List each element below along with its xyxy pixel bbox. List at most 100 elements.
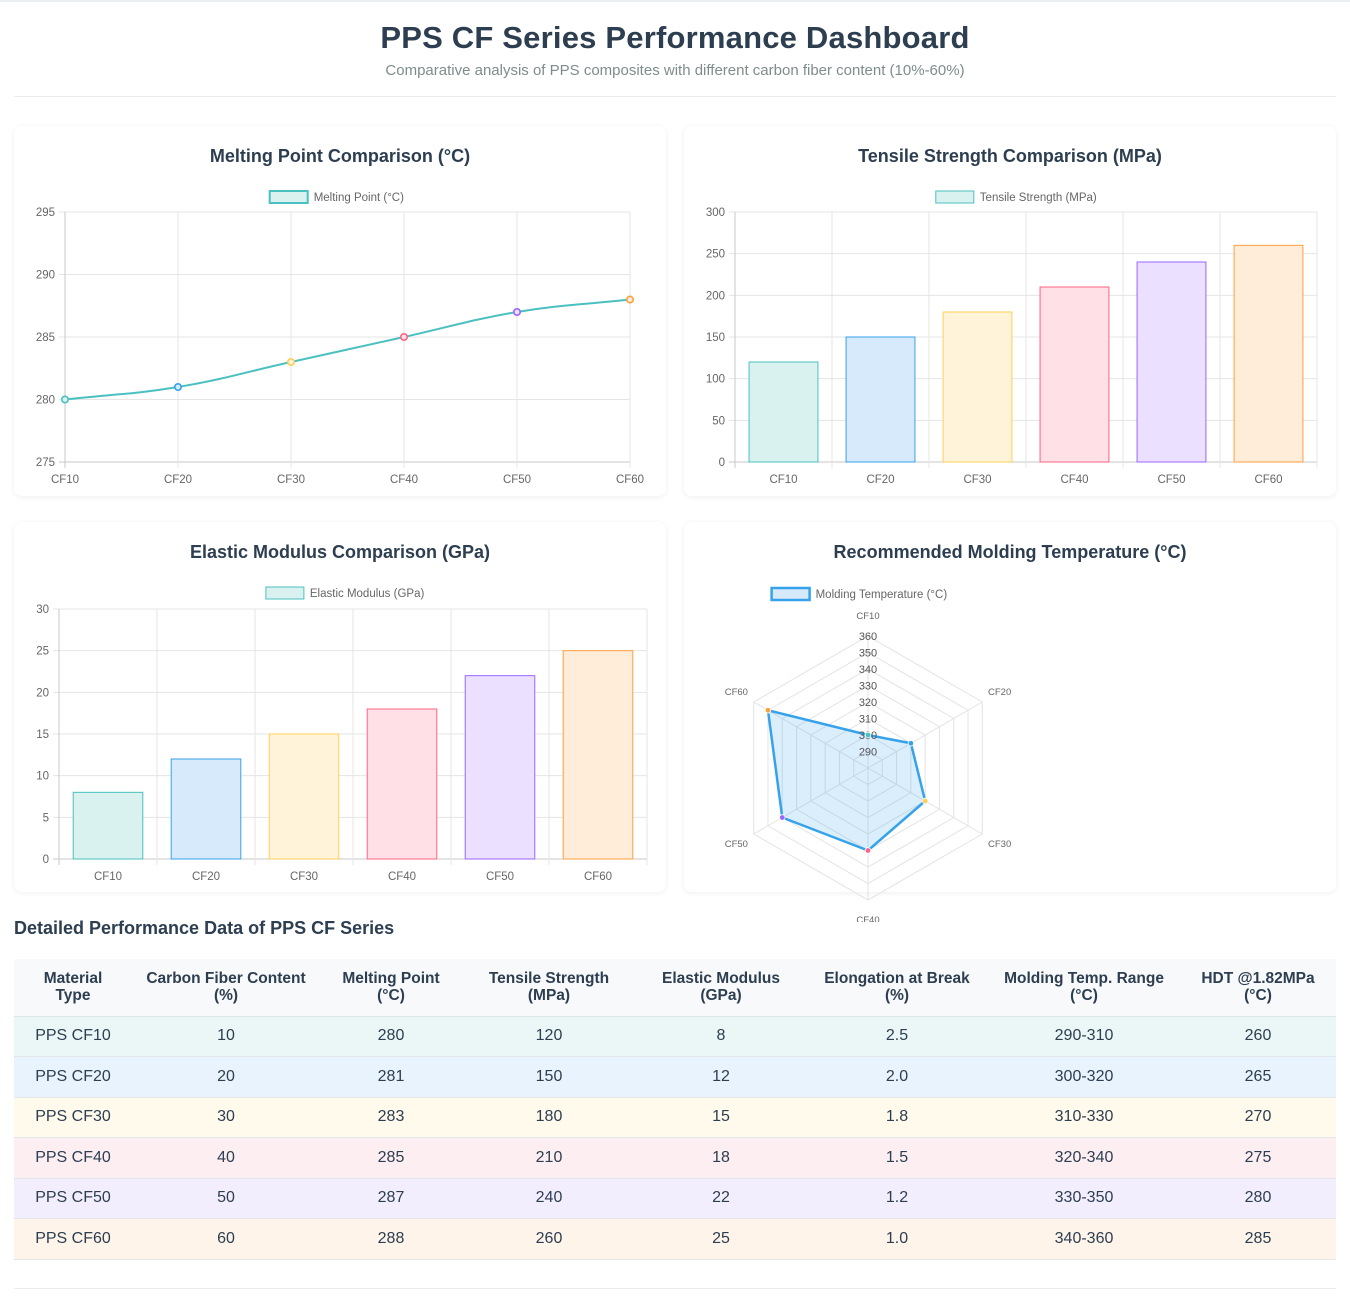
column-header-line: Molding Temp. Range	[1004, 970, 1164, 988]
x-tick-label: CF50	[503, 474, 531, 486]
table-cell: 320-340	[988, 1137, 1180, 1179]
melting-point-line	[64, 298, 631, 401]
table-row: PPS CF50 50 287 240 22 1.2 330-350 280	[14, 1178, 1336, 1219]
table-cell: 20	[132, 1056, 320, 1098]
y-tick-label: 275	[36, 457, 55, 469]
table-cell: 2.0	[806, 1056, 988, 1098]
table-cell: 10	[132, 1016, 320, 1057]
chart-title: Recommended Molding Temperature (°C)	[833, 542, 1187, 562]
radar-axis-label: CF60	[725, 687, 748, 698]
column-header: Tensile Strength (MPa)	[462, 959, 636, 1017]
table-cell: PPS CF20	[14, 1056, 132, 1098]
column-header-line: HDT @1.82MPa	[1201, 970, 1315, 988]
table-cell: 285	[1180, 1218, 1336, 1260]
column-header-line: Elongation at Break	[824, 970, 970, 988]
table-row: PPS CF10 10 280 120 8 2.5 290-310 260	[14, 1016, 1336, 1057]
y-tick-label: 150	[706, 332, 725, 344]
table-cell: PPS CF30	[14, 1097, 132, 1138]
bar-cf30	[942, 311, 1013, 463]
y-tick-label: 250	[706, 249, 725, 261]
column-header-line: (MPa)	[527, 987, 571, 1005]
radar-axis-label: CF10	[856, 611, 879, 622]
y-tick-label: 25	[36, 646, 49, 658]
point-cf30	[286, 358, 295, 367]
table-cell: 265	[1180, 1056, 1336, 1098]
column-header-line: Tensile Strength	[488, 970, 610, 988]
table-cell: PPS CF60	[14, 1218, 132, 1260]
x-tick-label: CF20	[192, 871, 220, 883]
column-header-line: (°C)	[377, 987, 405, 1005]
column-header-line: Carbon Fiber Content	[146, 970, 306, 988]
radar-axis-label: CF30	[988, 839, 1011, 850]
table-cell: 275	[1180, 1137, 1336, 1179]
table-cell: 290-310	[988, 1016, 1180, 1057]
column-header-line: Melting Point	[342, 970, 440, 988]
radar-tick-label: 320	[859, 697, 877, 709]
column-header-line: Elastic Modulus	[662, 970, 780, 988]
radar-tick-label: 290	[859, 747, 877, 759]
chart-title: Elastic Modulus Comparison (GPa)	[189, 542, 491, 562]
table-cell: PPS CF10	[14, 1016, 132, 1057]
table-cell: 340-360	[988, 1218, 1180, 1260]
x-tick-label: CF10	[94, 871, 122, 883]
y-tick-label: 280	[36, 395, 55, 407]
x-tick-label: CF20	[164, 474, 192, 486]
bar-cf40	[1039, 286, 1110, 463]
tensile-strength-card: Tensile Strength Comparison (MPa) Tensil…	[684, 126, 1336, 496]
table-cell: 1.0	[806, 1218, 988, 1260]
table-row: PPS CF30 30 283 180 15 1.8 310-330 270	[14, 1097, 1336, 1138]
table-cell: 1.5	[806, 1137, 988, 1179]
x-tick-label: CF40	[390, 474, 418, 486]
y-tick-label: 285	[36, 332, 55, 344]
x-tick-label: CF30	[290, 871, 318, 883]
table-cell: 1.2	[806, 1178, 988, 1219]
table-cell: 2.5	[806, 1016, 988, 1057]
legend-swatch	[935, 190, 975, 204]
elastic-modulus-chart: Elastic Modulus (GPa) 0 5 10 15 20 25 30 CF10 CF2…	[36, 586, 648, 883]
y-tick-label: 15	[36, 729, 49, 741]
radar-spoke	[753, 767, 869, 835]
table-cell: 15	[636, 1097, 806, 1138]
column-header: Carbon Fiber Content (%)	[132, 959, 320, 1017]
table-row: PPS CF20 20 281 150 12 2.0 300-320 265	[14, 1056, 1336, 1098]
x-tick-label: CF40	[1060, 474, 1088, 486]
performance-table: Material Type Carbon Fiber Content (%) Melti…	[14, 959, 1336, 1260]
radar-point-cf40	[864, 847, 872, 854]
table-cell: 22	[636, 1178, 806, 1219]
bar-cf60	[1233, 244, 1304, 463]
table-cell: 260	[462, 1218, 636, 1260]
radar-tick-label: 340	[859, 664, 877, 676]
chart-title: Tensile Strength Comparison (MPa)	[858, 146, 1162, 166]
y-tick-label: 100	[706, 374, 725, 386]
x-tick-label: CF60	[1254, 474, 1282, 486]
column-header-line: (GPa)	[700, 987, 742, 1005]
radar-point-cf30	[921, 797, 929, 805]
bar-cf60	[562, 650, 634, 860]
elastic-modulus-card: Elastic Modulus Comparison (GPa) Elastic…	[14, 522, 666, 892]
radar-tick-label: 360	[859, 631, 877, 643]
table-header-row: Material Type Carbon Fiber Content (%) Melti…	[14, 959, 1336, 1017]
dashboard-header: PPS CF Series Performance Dashboard Comp…	[14, 0, 1336, 97]
legend-label: Molding Temperature (°C)	[816, 589, 948, 601]
melting-point-card: Melting Point Comparison (°C) Melting Po…	[14, 126, 666, 496]
x-tick-label: CF20	[866, 474, 894, 486]
page-subtitle: Comparative analysis of PPS composites w…	[385, 62, 965, 79]
table-cell: 287	[320, 1178, 462, 1219]
table-cell: 330-350	[988, 1178, 1180, 1219]
molding-temperature-chart: Molding Temperature (°C) CF10 CF20 CF30 CF40…	[725, 586, 1011, 922]
table-cell: 25	[636, 1218, 806, 1260]
y-tick-label: 20	[36, 687, 49, 699]
table-cell: 150	[462, 1056, 636, 1098]
tensile-strength-chart: Tensile Strength (MPa) 0 50 100 150 200 250 300…	[706, 190, 1318, 486]
legend-swatch	[268, 190, 309, 204]
y-tick-label: 0	[43, 854, 49, 866]
column-header-line: Material	[43, 970, 103, 988]
y-tick-label: 295	[36, 207, 55, 219]
table-cell: 288	[320, 1218, 462, 1260]
chart-title: Melting Point Comparison (°C)	[209, 146, 471, 166]
point-cf20	[174, 382, 183, 391]
y-tick-label: 10	[36, 771, 49, 783]
table-cell: PPS CF50	[14, 1178, 132, 1219]
column-header-line: Type	[55, 987, 91, 1005]
table-cell: 50	[132, 1178, 320, 1219]
